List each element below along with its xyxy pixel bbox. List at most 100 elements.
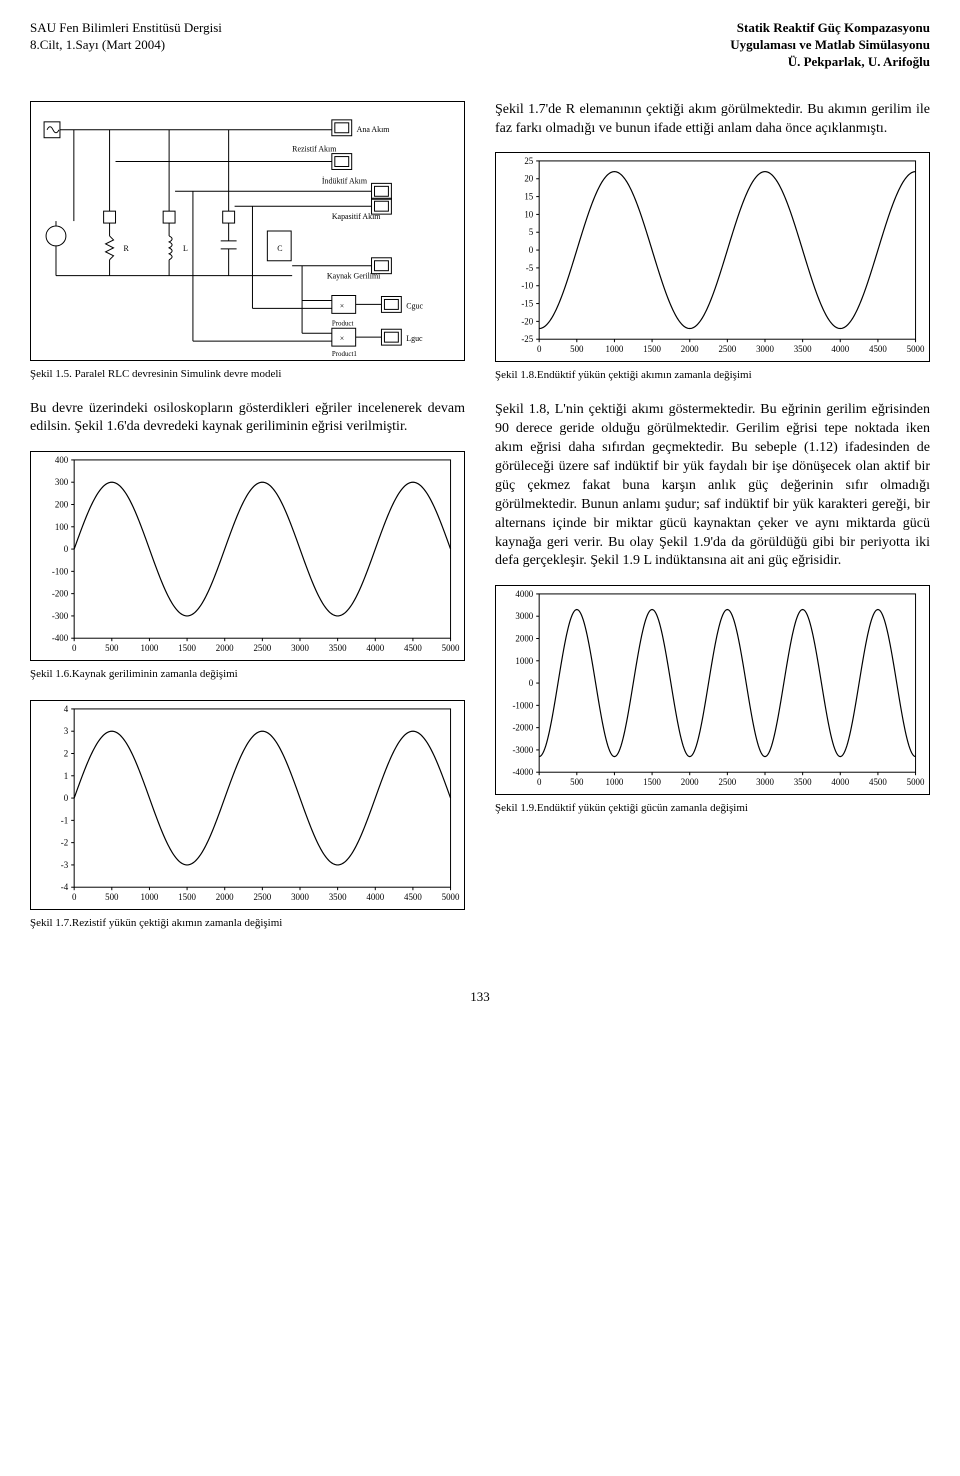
svg-text:0: 0 <box>72 643 77 653</box>
svg-text:-3: -3 <box>61 860 69 870</box>
svg-text:0: 0 <box>537 345 542 355</box>
caption-1-6: Şekil 1.6.Kaynak geriliminin zamanla değ… <box>30 667 465 682</box>
label-lguc: Lguc <box>406 334 423 343</box>
svg-text:200: 200 <box>55 500 69 510</box>
label-rezistif: Rezistif Akım <box>292 144 337 153</box>
svg-text:5000: 5000 <box>442 892 460 902</box>
svg-text:3000: 3000 <box>515 611 533 621</box>
svg-text:-1000: -1000 <box>512 701 533 711</box>
svg-text:5000: 5000 <box>907 777 925 787</box>
page-header: SAU Fen Bilimleri Enstitüsü Dergisi 8.Ci… <box>30 20 930 71</box>
label-mult-2: × <box>340 334 344 343</box>
svg-text:4: 4 <box>64 704 69 714</box>
svg-text:4000: 4000 <box>515 589 533 599</box>
svg-text:0: 0 <box>529 678 534 688</box>
svg-text:2500: 2500 <box>718 345 736 355</box>
svg-text:1: 1 <box>64 771 68 781</box>
svg-text:300: 300 <box>55 477 69 487</box>
svg-text:4500: 4500 <box>404 892 422 902</box>
svg-text:500: 500 <box>105 892 119 902</box>
journal-issue: 8.Cilt, 1.Sayı (Mart 2004) <box>30 37 222 54</box>
label-mult-1: × <box>340 301 344 310</box>
svg-text:2500: 2500 <box>253 643 271 653</box>
svg-text:4500: 4500 <box>404 643 422 653</box>
svg-text:1500: 1500 <box>643 777 661 787</box>
header-left: SAU Fen Bilimleri Enstitüsü Dergisi 8.Ci… <box>30 20 222 71</box>
caption-1-5: Şekil 1.5. Paralel RLC devresinin Simuli… <box>30 367 465 382</box>
svg-text:5: 5 <box>529 228 534 238</box>
svg-text:500: 500 <box>570 345 584 355</box>
label-cguc: Cguc <box>406 301 423 310</box>
label-r: R <box>123 244 129 253</box>
paragraph-left-1: Bu devre üzerindeki osiloskopların göste… <box>30 400 465 438</box>
figure-1-6-chart: -400-300-200-100010020030040005001000150… <box>30 451 465 661</box>
svg-text:2000: 2000 <box>681 777 699 787</box>
svg-text:500: 500 <box>570 777 584 787</box>
svg-text:-4: -4 <box>61 882 69 892</box>
label-kaynak: Kaynak Gerilimi <box>327 271 381 280</box>
svg-text:500: 500 <box>105 643 119 653</box>
svg-text:3000: 3000 <box>756 777 774 787</box>
caption-1-9: Şekil 1.9.Endüktif yükün çektiği gücün z… <box>495 801 930 816</box>
svg-text:1000: 1000 <box>141 892 159 902</box>
svg-text:-2000: -2000 <box>512 723 533 733</box>
paper-title-2: Uygulaması ve Matlab Simülasyonu <box>730 37 930 54</box>
paper-title-1: Statik Reaktif Güç Kompazasyonu <box>730 20 930 37</box>
svg-text:4500: 4500 <box>869 777 887 787</box>
svg-text:-5: -5 <box>526 263 534 273</box>
figure-1-9-chart: -4000-3000-2000-100001000200030004000050… <box>495 585 930 795</box>
svg-text:3000: 3000 <box>291 892 309 902</box>
svg-text:-20: -20 <box>521 317 533 327</box>
svg-text:0: 0 <box>64 544 69 554</box>
svg-text:4000: 4000 <box>366 892 384 902</box>
svg-text:0: 0 <box>529 245 534 255</box>
svg-text:-400: -400 <box>52 633 69 643</box>
svg-text:-200: -200 <box>52 589 69 599</box>
svg-text:-4000: -4000 <box>512 767 533 777</box>
svg-text:1000: 1000 <box>606 777 624 787</box>
svg-text:4000: 4000 <box>831 345 849 355</box>
label-ana-akim: Ana Akım <box>357 124 391 133</box>
svg-text:0: 0 <box>537 777 542 787</box>
caption-1-7: Şekil 1.7.Rezistif yükün çektiği akımın … <box>30 916 465 931</box>
figure-1-7-chart: -4-3-2-101234050010001500200025003000350… <box>30 700 465 910</box>
svg-text:2: 2 <box>64 749 68 759</box>
label-c: C <box>277 244 282 253</box>
svg-text:2000: 2000 <box>515 634 533 644</box>
left-column: Ana Akım <box>30 101 465 949</box>
svg-text:0: 0 <box>72 892 77 902</box>
paper-authors: Ü. Pekparlak, U. Arifoğlu <box>730 54 930 71</box>
caption-1-8: Şekil 1.8.Endüktif yükün çektiği akımın … <box>495 368 930 383</box>
svg-text:1000: 1000 <box>141 643 159 653</box>
svg-text:3500: 3500 <box>794 345 812 355</box>
svg-text:5000: 5000 <box>907 345 925 355</box>
svg-text:2500: 2500 <box>718 777 736 787</box>
svg-text:-10: -10 <box>521 281 533 291</box>
svg-text:2500: 2500 <box>253 892 271 902</box>
figure-1-8-chart: -25-20-15-10-505101520250500100015002000… <box>495 152 930 362</box>
figure-1-5-diagram: Ana Akım <box>30 101 465 361</box>
svg-text:1000: 1000 <box>606 345 624 355</box>
header-right: Statik Reaktif Güç Kompazasyonu Uygulama… <box>730 20 930 71</box>
svg-text:3500: 3500 <box>794 777 812 787</box>
paragraph-right-1: Şekil 1.7'de R elemanının çektiği akım g… <box>495 101 930 139</box>
svg-text:4000: 4000 <box>366 643 384 653</box>
svg-text:-300: -300 <box>52 611 69 621</box>
svg-text:3: 3 <box>64 726 69 736</box>
svg-text:3500: 3500 <box>329 643 347 653</box>
svg-text:3000: 3000 <box>756 345 774 355</box>
svg-text:-1: -1 <box>61 815 68 825</box>
svg-text:400: 400 <box>55 455 69 465</box>
svg-text:3500: 3500 <box>329 892 347 902</box>
svg-text:-100: -100 <box>52 567 69 577</box>
svg-text:10: 10 <box>524 210 533 220</box>
svg-text:-25: -25 <box>521 335 533 345</box>
svg-text:-15: -15 <box>521 299 533 309</box>
svg-text:100: 100 <box>55 522 69 532</box>
svg-text:2000: 2000 <box>681 345 699 355</box>
label-kapasitif: Kapasitif Akım <box>332 212 381 221</box>
paragraph-right-2: Şekil 1.8, L'nin çektiği akımı göstermek… <box>495 401 930 571</box>
svg-text:1500: 1500 <box>643 345 661 355</box>
svg-text:25: 25 <box>524 156 533 166</box>
label-induktif: İndüktif Akım <box>322 176 368 185</box>
